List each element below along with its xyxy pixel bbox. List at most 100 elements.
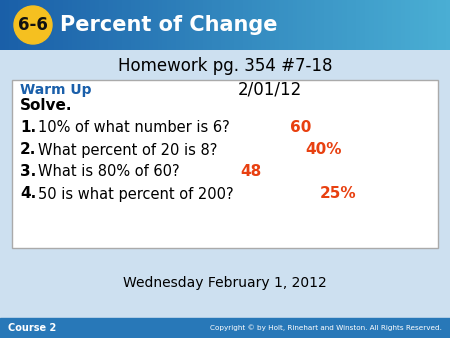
Bar <box>117 0 122 50</box>
Bar <box>40 0 46 50</box>
Bar <box>126 0 131 50</box>
Bar <box>270 0 275 50</box>
Bar <box>387 0 392 50</box>
Text: 48: 48 <box>240 165 261 179</box>
Bar <box>238 0 244 50</box>
Bar <box>410 0 415 50</box>
Bar <box>230 0 235 50</box>
Bar <box>436 0 442 50</box>
Bar <box>302 0 307 50</box>
Bar <box>261 0 266 50</box>
Bar <box>63 0 68 50</box>
Text: 2/01/12: 2/01/12 <box>238 81 302 99</box>
Bar <box>320 0 325 50</box>
Bar <box>364 0 370 50</box>
Text: 40%: 40% <box>305 143 342 158</box>
Bar <box>122 0 127 50</box>
Bar <box>234 0 239 50</box>
Text: Wednesday February 1, 2012: Wednesday February 1, 2012 <box>123 276 327 290</box>
Bar <box>315 0 320 50</box>
Bar <box>328 0 334 50</box>
FancyBboxPatch shape <box>12 80 438 248</box>
Bar <box>54 0 59 50</box>
Bar <box>310 0 316 50</box>
Bar <box>72 0 77 50</box>
Bar <box>162 0 167 50</box>
Bar <box>198 0 203 50</box>
Bar <box>4 0 10 50</box>
Bar <box>338 0 343 50</box>
Text: What percent of 20 is 8?: What percent of 20 is 8? <box>38 143 217 158</box>
Text: 50 is what percent of 200?: 50 is what percent of 200? <box>38 187 234 201</box>
Text: Percent of Change: Percent of Change <box>60 15 278 35</box>
Bar <box>432 0 437 50</box>
Bar <box>292 0 298 50</box>
Text: Course 2: Course 2 <box>8 323 56 333</box>
Bar <box>14 0 19 50</box>
Bar <box>76 0 82 50</box>
Bar <box>382 0 388 50</box>
Text: Homework pg. 354 #7-18: Homework pg. 354 #7-18 <box>118 57 332 75</box>
Bar <box>225 0 230 50</box>
Bar <box>360 0 365 50</box>
Bar <box>130 0 136 50</box>
Bar <box>22 0 28 50</box>
Bar <box>86 0 91 50</box>
Bar <box>423 0 428 50</box>
Bar <box>176 0 181 50</box>
Bar <box>378 0 383 50</box>
Bar <box>81 0 86 50</box>
Bar <box>248 0 253 50</box>
Bar <box>356 0 361 50</box>
Bar <box>274 0 280 50</box>
Bar <box>284 0 289 50</box>
Bar <box>184 0 190 50</box>
Bar <box>441 0 446 50</box>
Bar <box>99 0 104 50</box>
Bar <box>400 0 406 50</box>
Bar <box>90 0 95 50</box>
Text: 1.: 1. <box>20 121 36 136</box>
Bar <box>189 0 194 50</box>
Circle shape <box>14 6 52 44</box>
Bar <box>140 0 145 50</box>
Bar <box>351 0 356 50</box>
Bar <box>58 0 64 50</box>
Bar <box>414 0 419 50</box>
Text: 10% of what number is 6?: 10% of what number is 6? <box>38 121 230 136</box>
Bar <box>446 0 450 50</box>
Bar <box>9 0 14 50</box>
Bar <box>220 0 226 50</box>
Bar <box>50 0 55 50</box>
Bar <box>306 0 311 50</box>
Bar <box>342 0 347 50</box>
Bar <box>324 0 329 50</box>
Bar <box>36 0 41 50</box>
Bar <box>374 0 379 50</box>
Text: 60: 60 <box>290 121 311 136</box>
Text: 25%: 25% <box>320 187 356 201</box>
Bar <box>216 0 221 50</box>
Bar <box>171 0 176 50</box>
Bar <box>288 0 293 50</box>
Bar <box>369 0 374 50</box>
Bar <box>0 0 5 50</box>
Bar <box>68 0 73 50</box>
Bar <box>202 0 208 50</box>
Bar <box>428 0 433 50</box>
Bar <box>180 0 185 50</box>
Bar <box>243 0 248 50</box>
Bar <box>18 0 23 50</box>
Bar <box>207 0 212 50</box>
Bar <box>27 0 32 50</box>
Bar <box>148 0 154 50</box>
Text: 3.: 3. <box>20 165 36 179</box>
Text: 4.: 4. <box>20 187 36 201</box>
Bar <box>396 0 401 50</box>
Text: What is 80% of 60?: What is 80% of 60? <box>38 165 180 179</box>
Bar <box>153 0 158 50</box>
Bar <box>135 0 140 50</box>
Bar <box>45 0 50 50</box>
Bar <box>297 0 302 50</box>
Bar <box>212 0 217 50</box>
